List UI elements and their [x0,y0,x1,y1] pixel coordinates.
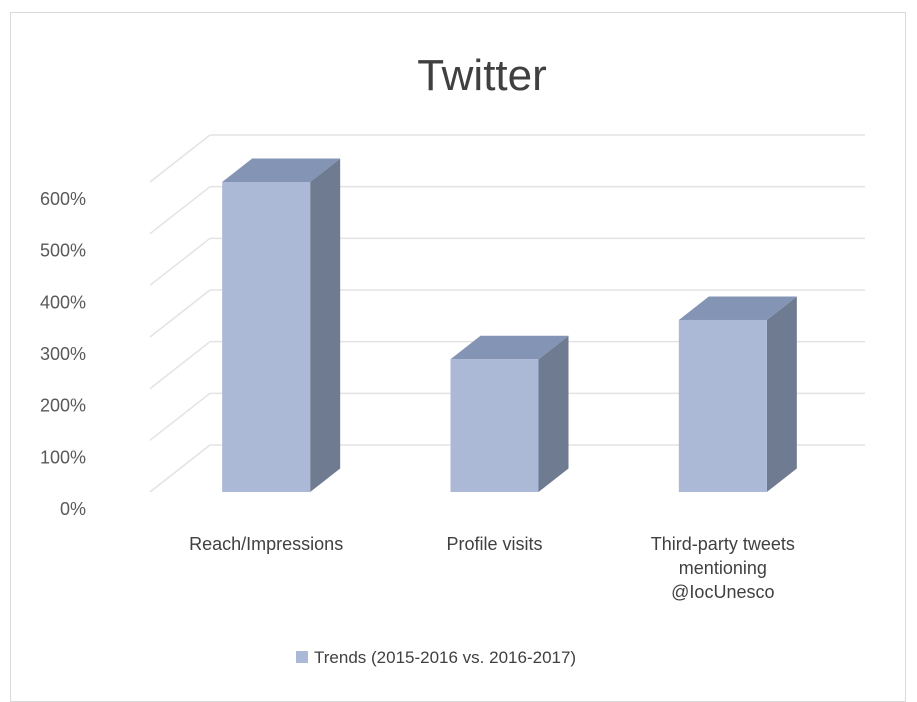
gridline-diagonal [149,186,211,235]
legend-label: Trends (2015-2016 vs. 2016-2017) [314,648,576,667]
bar-chart: 0% 100% 200% 300% 400% 500% 600% Reach/Impressi… [40,51,865,667]
bar-side [538,335,569,492]
labels-layer: 0% 100% 200% 300% 400% 500% 600% Reach/Impressi… [40,189,795,602]
gridline-diagonal [149,444,211,493]
gridline-diagonal [149,341,211,390]
bar-top [678,296,797,320]
bar-top [222,158,341,182]
y-tick-label: 600% [40,189,86,209]
x-tick-label: Reach/Impressions [189,534,343,554]
bar-side [310,158,341,492]
y-tick-label: 400% [40,292,86,312]
legend-swatch [296,651,308,663]
y-tick-label: 500% [40,241,86,261]
bar-side [766,296,797,492]
gridline-diagonal [149,134,211,183]
bar [450,359,539,492]
bar-top [450,335,569,360]
y-tick-label: 300% [40,344,86,364]
bar [678,319,767,492]
gridline-diagonal [149,237,211,286]
gridline-diagonal [149,289,211,338]
gridline-diagonal [149,392,211,441]
x-tick-label: Third-party tweets mentioning @IocUnesco [651,534,795,602]
y-tick-label: 200% [40,396,86,416]
chart-title: Twitter [417,51,547,100]
legend: Trends (2015-2016 vs. 2016-2017) [296,648,576,667]
bars-layer [222,158,797,492]
bar [222,182,311,492]
x-tick-label: Profile visits [446,534,542,554]
y-tick-label: 0% [60,499,86,519]
y-tick-label: 100% [40,447,86,467]
